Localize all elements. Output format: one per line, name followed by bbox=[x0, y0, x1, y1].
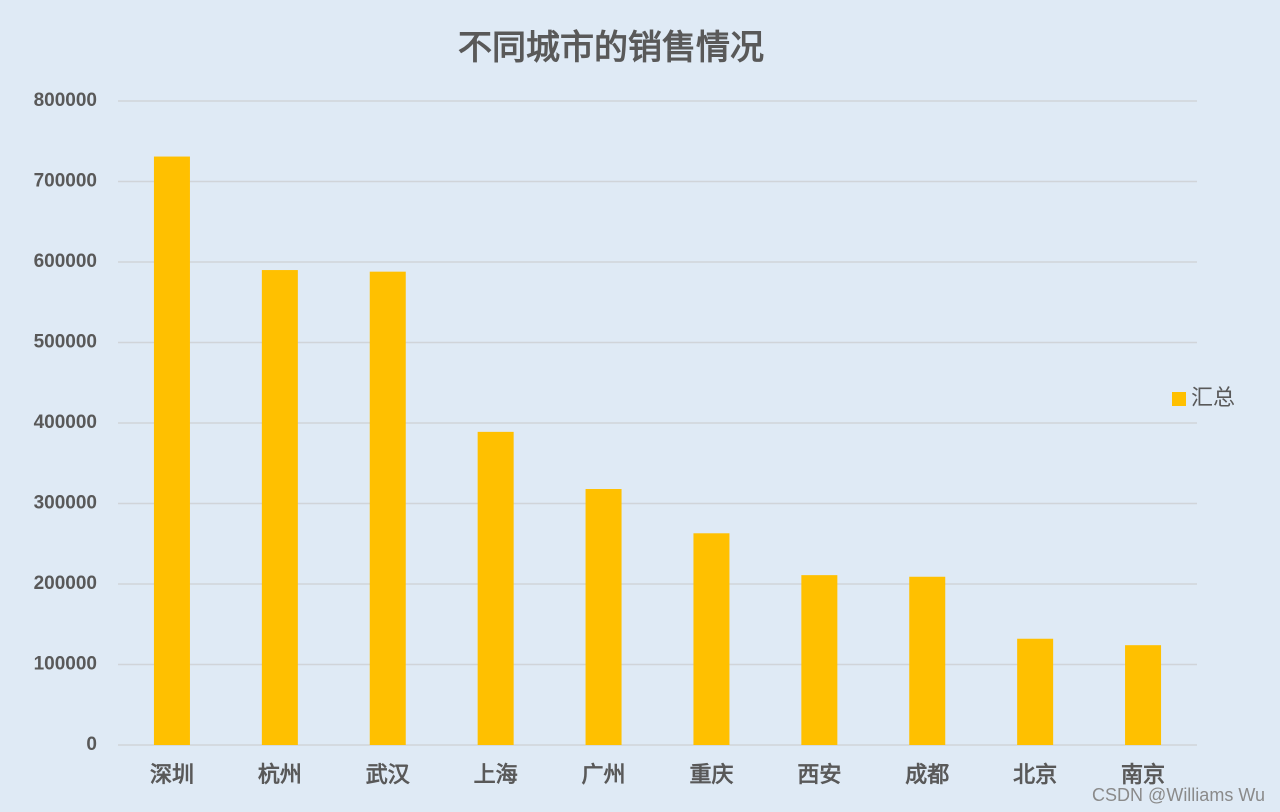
x-tick-label: 北京 bbox=[1013, 762, 1057, 787]
bar bbox=[801, 575, 838, 745]
bar bbox=[369, 271, 406, 745]
x-tick-label: 武汉 bbox=[366, 762, 411, 787]
x-tick-label: 杭州 bbox=[258, 762, 302, 787]
x-tick-label: 成都 bbox=[905, 762, 949, 787]
y-tick-label: 400000 bbox=[34, 412, 97, 433]
y-tick-label: 100000 bbox=[34, 654, 97, 675]
y-tick-label: 800000 bbox=[34, 90, 97, 111]
y-tick-label: 200000 bbox=[34, 573, 97, 594]
chart-title: 不同城市的销售情况 bbox=[458, 28, 764, 67]
x-tick-label: 上海 bbox=[474, 762, 518, 787]
watermark: CSDN @Williams Wu bbox=[1092, 785, 1265, 805]
bar bbox=[693, 533, 730, 745]
bar bbox=[1125, 645, 1162, 745]
bar bbox=[153, 156, 190, 746]
bar bbox=[261, 270, 298, 745]
y-tick-label: 600000 bbox=[34, 251, 97, 272]
x-tick-label: 南京 bbox=[1121, 762, 1165, 787]
y-tick-label: 500000 bbox=[34, 332, 97, 353]
x-tick-label: 深圳 bbox=[150, 762, 194, 787]
y-tick-label: 700000 bbox=[34, 171, 97, 192]
bar bbox=[1017, 638, 1054, 745]
legend-swatch bbox=[1172, 392, 1186, 406]
y-tick-label: 300000 bbox=[34, 493, 97, 514]
bar bbox=[909, 576, 946, 745]
y-tick-label: 0 bbox=[86, 734, 97, 755]
x-tick-label: 重庆 bbox=[689, 762, 733, 787]
bar bbox=[477, 431, 514, 745]
legend-label: 汇总 bbox=[1191, 385, 1235, 410]
x-tick-label: 广州 bbox=[582, 762, 626, 787]
bar bbox=[585, 489, 622, 745]
x-tick-label: 西安 bbox=[797, 762, 841, 787]
